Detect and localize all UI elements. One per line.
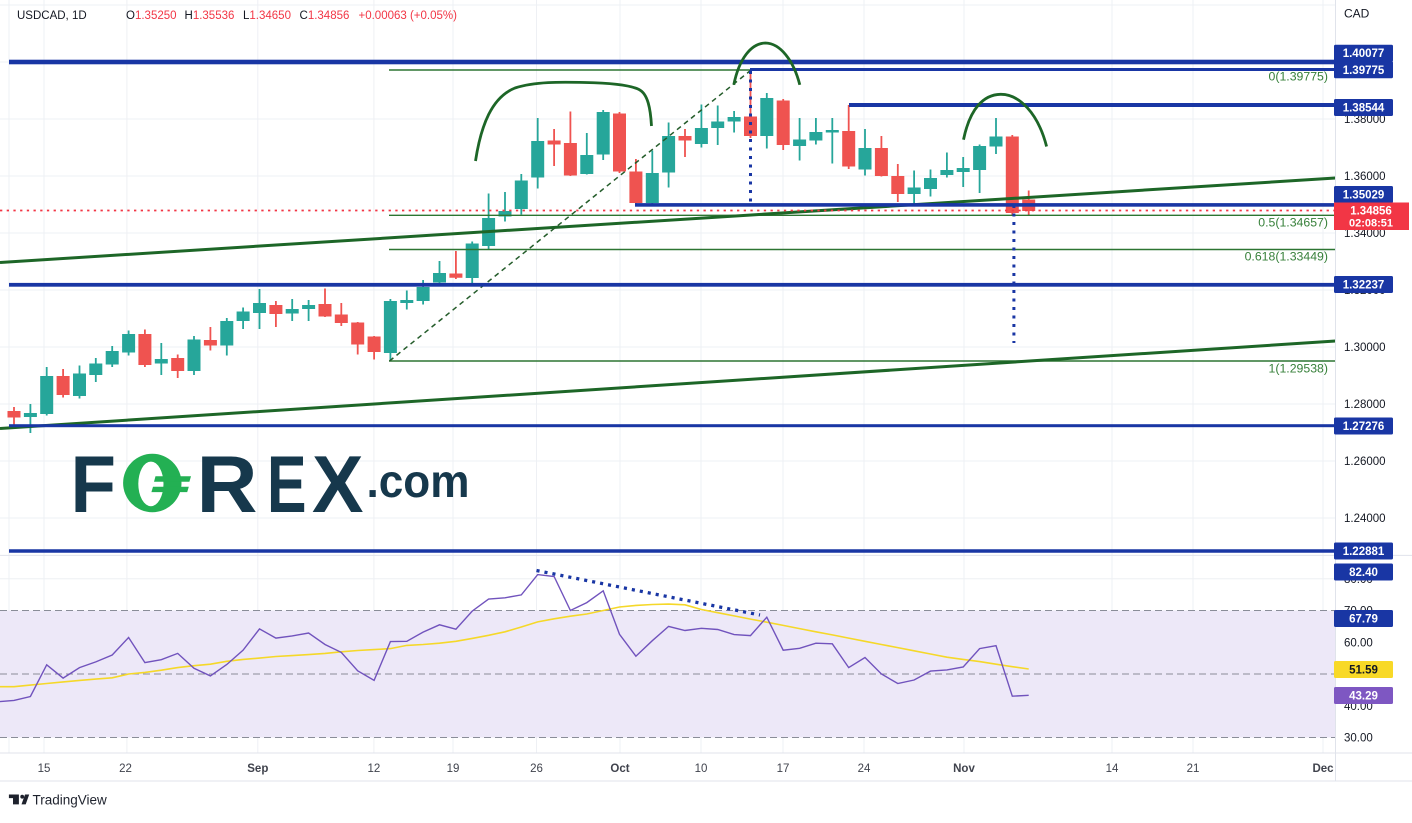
- svg-text:.com: .com: [367, 455, 470, 507]
- svg-text:67.79: 67.79: [1349, 614, 1378, 626]
- svg-text:1.24000: 1.24000: [1344, 513, 1386, 525]
- svg-text:26: 26: [530, 763, 543, 775]
- svg-text:USDCAD, 1D: USDCAD, 1D: [17, 10, 87, 22]
- svg-text:1.30000: 1.30000: [1344, 342, 1386, 354]
- svg-text:1.36000: 1.36000: [1344, 171, 1386, 183]
- svg-text:1.34000: 1.34000: [1344, 228, 1386, 240]
- svg-text:R: R: [197, 440, 258, 530]
- svg-text:1(1.29538): 1(1.29538): [1269, 362, 1328, 376]
- svg-text:22: 22: [119, 763, 132, 775]
- svg-text:1.38000: 1.38000: [1344, 114, 1386, 126]
- svg-text:TradingView: TradingView: [33, 793, 108, 808]
- svg-text:60.00: 60.00: [1344, 637, 1373, 649]
- svg-text:10: 10: [695, 763, 708, 775]
- svg-text:1.32237: 1.32237: [1343, 280, 1385, 292]
- svg-text:CAD: CAD: [1344, 7, 1370, 21]
- svg-text:30.00: 30.00: [1344, 733, 1373, 745]
- svg-text:1.39775: 1.39775: [1343, 65, 1385, 77]
- svg-text:12: 12: [368, 763, 381, 775]
- svg-text:19: 19: [447, 763, 460, 775]
- svg-text:0.618(1.33449): 0.618(1.33449): [1245, 250, 1328, 264]
- svg-text:C1.34856: C1.34856: [300, 10, 350, 22]
- svg-text:1.34856: 1.34856: [1350, 206, 1392, 218]
- svg-text:02:08:51: 02:08:51: [1349, 218, 1393, 230]
- svg-text:21: 21: [1187, 763, 1200, 775]
- svg-text:1.27276: 1.27276: [1343, 421, 1385, 433]
- svg-text:43.29: 43.29: [1349, 691, 1378, 703]
- svg-text:O1.35250: O1.35250: [126, 10, 177, 22]
- svg-text:Oct: Oct: [610, 763, 629, 775]
- svg-text:Nov: Nov: [953, 763, 975, 775]
- svg-text:14: 14: [1106, 763, 1119, 775]
- svg-text:H1.35536: H1.35536: [185, 10, 235, 22]
- svg-text:E: E: [267, 440, 307, 530]
- svg-text:L1.34650: L1.34650: [243, 10, 291, 22]
- svg-text:82.40: 82.40: [1349, 567, 1378, 579]
- svg-text:17: 17: [777, 763, 790, 775]
- svg-text:1.38544: 1.38544: [1343, 103, 1385, 115]
- svg-text:0.5(1.34657): 0.5(1.34657): [1258, 216, 1328, 230]
- svg-text:Sep: Sep: [247, 763, 268, 775]
- svg-text:24: 24: [858, 763, 871, 775]
- svg-text:F: F: [71, 440, 117, 530]
- svg-text:0(1.39775): 0(1.39775): [1269, 70, 1328, 84]
- svg-text:15: 15: [38, 763, 51, 775]
- svg-text:1.22881: 1.22881: [1343, 546, 1385, 558]
- svg-text:+0.00063 (+0.05%): +0.00063 (+0.05%): [359, 10, 458, 22]
- svg-text:1.26000: 1.26000: [1344, 456, 1386, 468]
- svg-text:51.59: 51.59: [1349, 665, 1378, 677]
- svg-text:1.40077: 1.40077: [1343, 48, 1385, 60]
- svg-text:1.28000: 1.28000: [1344, 399, 1386, 411]
- svg-text:Dec: Dec: [1312, 763, 1334, 775]
- svg-text:X: X: [312, 440, 364, 530]
- svg-text:1.35029: 1.35029: [1343, 190, 1385, 202]
